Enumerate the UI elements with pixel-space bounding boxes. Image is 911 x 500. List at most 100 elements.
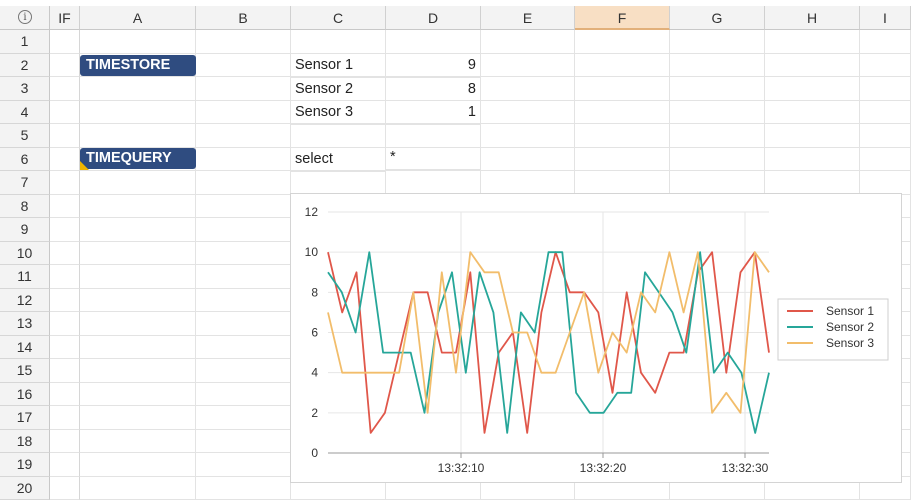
grid-cell[interactable]: [575, 124, 670, 148]
grid-cell[interactable]: [80, 101, 196, 125]
column-header-b[interactable]: B: [196, 6, 291, 30]
grid-cell[interactable]: [196, 453, 291, 477]
cell-d4[interactable]: 1: [386, 101, 481, 125]
grid-cell[interactable]: [386, 30, 481, 54]
grid-cell[interactable]: [481, 101, 575, 125]
if-cell[interactable]: [50, 406, 80, 430]
column-header-f[interactable]: F: [575, 6, 670, 30]
grid-cell[interactable]: [80, 171, 196, 195]
column-header-h[interactable]: H: [765, 6, 860, 30]
column-header-a[interactable]: A: [80, 6, 196, 30]
grid-cell[interactable]: [196, 383, 291, 407]
cell-d6[interactable]: *: [386, 146, 481, 170]
cell-c6[interactable]: select: [291, 148, 386, 172]
row-header-13[interactable]: 13: [0, 312, 50, 336]
grid-cell[interactable]: [196, 195, 291, 219]
grid-cell[interactable]: [860, 171, 911, 195]
grid-cell[interactable]: [196, 148, 291, 172]
grid-cell[interactable]: [196, 289, 291, 313]
column-header-d[interactable]: D: [386, 6, 481, 30]
grid-cell[interactable]: [196, 430, 291, 454]
if-cell[interactable]: [50, 265, 80, 289]
grid-cell[interactable]: [575, 101, 670, 125]
grid-cell[interactable]: [670, 101, 765, 125]
cell-d3[interactable]: 8: [386, 78, 481, 102]
grid-cell[interactable]: [80, 406, 196, 430]
grid-cell[interactable]: [765, 148, 860, 172]
grid-cell[interactable]: [80, 195, 196, 219]
if-cell[interactable]: [50, 383, 80, 407]
grid-cell[interactable]: [196, 124, 291, 148]
if-cell[interactable]: [50, 242, 80, 266]
if-cell[interactable]: [50, 30, 80, 54]
row-header-8[interactable]: 8: [0, 195, 50, 219]
row-header-19[interactable]: 19: [0, 453, 50, 477]
if-cell[interactable]: [50, 54, 80, 78]
grid-cell[interactable]: [481, 124, 575, 148]
grid-cell[interactable]: [291, 171, 386, 195]
cell-d2[interactable]: 9: [386, 54, 481, 78]
row-header-1[interactable]: 1: [0, 30, 50, 54]
row-header-7[interactable]: 7: [0, 171, 50, 195]
grid-cell[interactable]: [196, 477, 291, 500]
row-header-4[interactable]: 4: [0, 101, 50, 125]
grid-cell[interactable]: [481, 171, 575, 195]
cell-c2[interactable]: Sensor 1: [291, 54, 386, 78]
grid-cell[interactable]: [196, 265, 291, 289]
row-header-20[interactable]: 20: [0, 477, 50, 500]
grid-cell[interactable]: [860, 101, 911, 125]
grid-cell[interactable]: [80, 124, 196, 148]
grid-cell[interactable]: [481, 77, 575, 101]
column-header-g[interactable]: G: [670, 6, 765, 30]
row-header-5[interactable]: 5: [0, 124, 50, 148]
grid-cell[interactable]: [765, 77, 860, 101]
grid-cell[interactable]: [765, 54, 860, 78]
grid-cell[interactable]: [765, 171, 860, 195]
grid-cell[interactable]: [196, 359, 291, 383]
column-header-if[interactable]: IF: [50, 6, 80, 30]
if-cell[interactable]: [50, 336, 80, 360]
grid-cell[interactable]: [481, 30, 575, 54]
if-cell[interactable]: [50, 171, 80, 195]
grid-cell[interactable]: [670, 30, 765, 54]
grid-cell[interactable]: [196, 242, 291, 266]
grid-cell[interactable]: [80, 477, 196, 500]
grid-cell[interactable]: [196, 218, 291, 242]
if-cell[interactable]: [50, 101, 80, 125]
row-header-9[interactable]: 9: [0, 218, 50, 242]
grid-cell[interactable]: [80, 383, 196, 407]
if-cell[interactable]: [50, 218, 80, 242]
grid-cell[interactable]: [196, 101, 291, 125]
grid-cell[interactable]: [860, 148, 911, 172]
grid-cell[interactable]: [670, 124, 765, 148]
grid-cell[interactable]: [481, 148, 575, 172]
column-header-e[interactable]: E: [481, 6, 575, 30]
grid-cell[interactable]: [765, 30, 860, 54]
row-header-15[interactable]: 15: [0, 359, 50, 383]
if-cell[interactable]: [50, 148, 80, 172]
if-cell[interactable]: [50, 477, 80, 500]
timestore-button[interactable]: TIMESTORE: [80, 55, 196, 76]
grid-cell[interactable]: [80, 265, 196, 289]
grid-cell[interactable]: [765, 124, 860, 148]
if-cell[interactable]: [50, 430, 80, 454]
grid-cell[interactable]: [80, 77, 196, 101]
grid-cell[interactable]: [80, 359, 196, 383]
grid-cell[interactable]: [670, 148, 765, 172]
grid-cell[interactable]: [80, 242, 196, 266]
grid-cell[interactable]: [196, 336, 291, 360]
grid-cell[interactable]: [80, 453, 196, 477]
grid-cell[interactable]: [860, 77, 911, 101]
grid-cell[interactable]: [481, 54, 575, 78]
row-header-18[interactable]: 18: [0, 430, 50, 454]
grid-cell[interactable]: [860, 30, 911, 54]
if-cell[interactable]: [50, 195, 80, 219]
grid-cell[interactable]: [670, 54, 765, 78]
if-cell[interactable]: [50, 289, 80, 313]
grid-cell[interactable]: [765, 101, 860, 125]
cell-c4[interactable]: Sensor 3: [291, 101, 386, 125]
row-header-17[interactable]: 17: [0, 406, 50, 430]
grid-cell[interactable]: [386, 171, 481, 195]
if-cell[interactable]: [50, 124, 80, 148]
info-icon[interactable]: i: [18, 10, 32, 24]
